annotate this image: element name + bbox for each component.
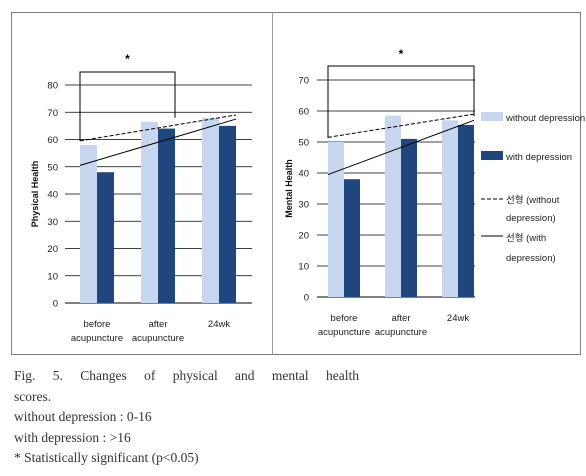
x-tick-label: acupuncture (318, 327, 370, 338)
trendline-with-depression (327, 119, 475, 176)
y-tick-label: 0 (304, 293, 309, 304)
bar-with-depression (97, 172, 114, 303)
bar-without-depression (202, 117, 219, 303)
y-tick-label: 50 (47, 162, 58, 173)
bar-without-depression (385, 115, 401, 298)
y-tick-label: 50 (298, 138, 309, 149)
trendline-without-depression (327, 113, 475, 138)
caption-note-without-depression: without depression : 0-16 (14, 409, 152, 424)
y-tick-label: 20 (298, 231, 309, 242)
y-tick-label: 40 (47, 190, 58, 201)
mental-health-chart: 0 10 20 30 40 50 60 70 Mental Health before acupun… (284, 47, 475, 338)
trendline-with-depression (79, 118, 237, 166)
caption-note-significance: * Statistically significant (p<0.05) (14, 450, 199, 465)
bar-with-depression (158, 128, 175, 303)
legend-label-linear-without-2: depression) (506, 213, 556, 224)
y-axis-label: Mental Health (284, 159, 294, 218)
legend-label-linear-with-1: 선형 (with (506, 233, 546, 244)
bar-without-depression (141, 121, 158, 303)
x-tick-label: acupuncture (375, 327, 427, 338)
chart-legend: without depression with depression 선형 (w… (481, 112, 585, 264)
y-tick-label: 60 (298, 107, 309, 118)
panel-divider (272, 12, 273, 355)
legend-label-without-depression: without depression (505, 113, 585, 124)
y-tick-label: 40 (298, 169, 309, 180)
y-tick-label: 70 (298, 76, 309, 87)
trendline-without-depression (79, 114, 237, 142)
significance-star: * (125, 52, 130, 66)
y-tick-label: 30 (47, 217, 58, 228)
y-tick-label: 10 (298, 262, 309, 273)
x-tick-label: after (391, 313, 410, 324)
y-tick-label: 30 (298, 200, 309, 211)
legend-label-linear-without-1: 선형 (without (506, 195, 560, 206)
x-tick-label: before (331, 313, 358, 324)
x-tick-label: after (148, 319, 167, 330)
significance-bracket (79, 71, 176, 141)
significance-bracket (327, 65, 475, 138)
legend-label-with-depression: with depression (505, 152, 572, 163)
caption-title-line1: Fig. 5. Changes of physical and mental h… (14, 368, 359, 383)
bar-without-depression (328, 142, 344, 297)
x-tick-label: acupuncture (132, 333, 184, 344)
y-axis-label: Physical Health (30, 161, 40, 228)
y-tick-label: 0 (53, 299, 58, 310)
x-tick-label: before (84, 319, 111, 330)
bar-with-depression (219, 125, 236, 303)
y-tick-label: 20 (47, 244, 58, 255)
bar-with-depression (344, 179, 360, 297)
caption-title-line2: scores. (14, 388, 52, 404)
y-tick-label: 10 (47, 271, 58, 282)
bar-with-depression (458, 124, 474, 297)
bar-without-depression (80, 144, 97, 303)
y-tick-label: 80 (47, 81, 58, 92)
y-tick-label: 60 (47, 135, 58, 146)
x-tick-label: 24wk (208, 319, 230, 330)
legend-swatch-with-depression (481, 151, 503, 160)
figure-caption: Fig. 5. Changes of physical and mental h… (14, 366, 574, 469)
physical-health-chart: 0 10 20 30 40 50 60 70 80 Physical Health before ac… (30, 52, 252, 344)
legend-label-linear-with-2: depression) (506, 253, 556, 264)
x-tick-label: 24wk (447, 313, 469, 324)
bar-without-depression (442, 120, 458, 297)
bar-with-depression (401, 138, 417, 297)
legend-swatch-without-depression (481, 112, 503, 121)
y-tick-label: 70 (47, 108, 58, 119)
x-tick-label: acupuncture (71, 333, 123, 344)
caption-note-with-depression: with depression : >16 (14, 429, 131, 445)
significance-star: * (399, 47, 404, 61)
